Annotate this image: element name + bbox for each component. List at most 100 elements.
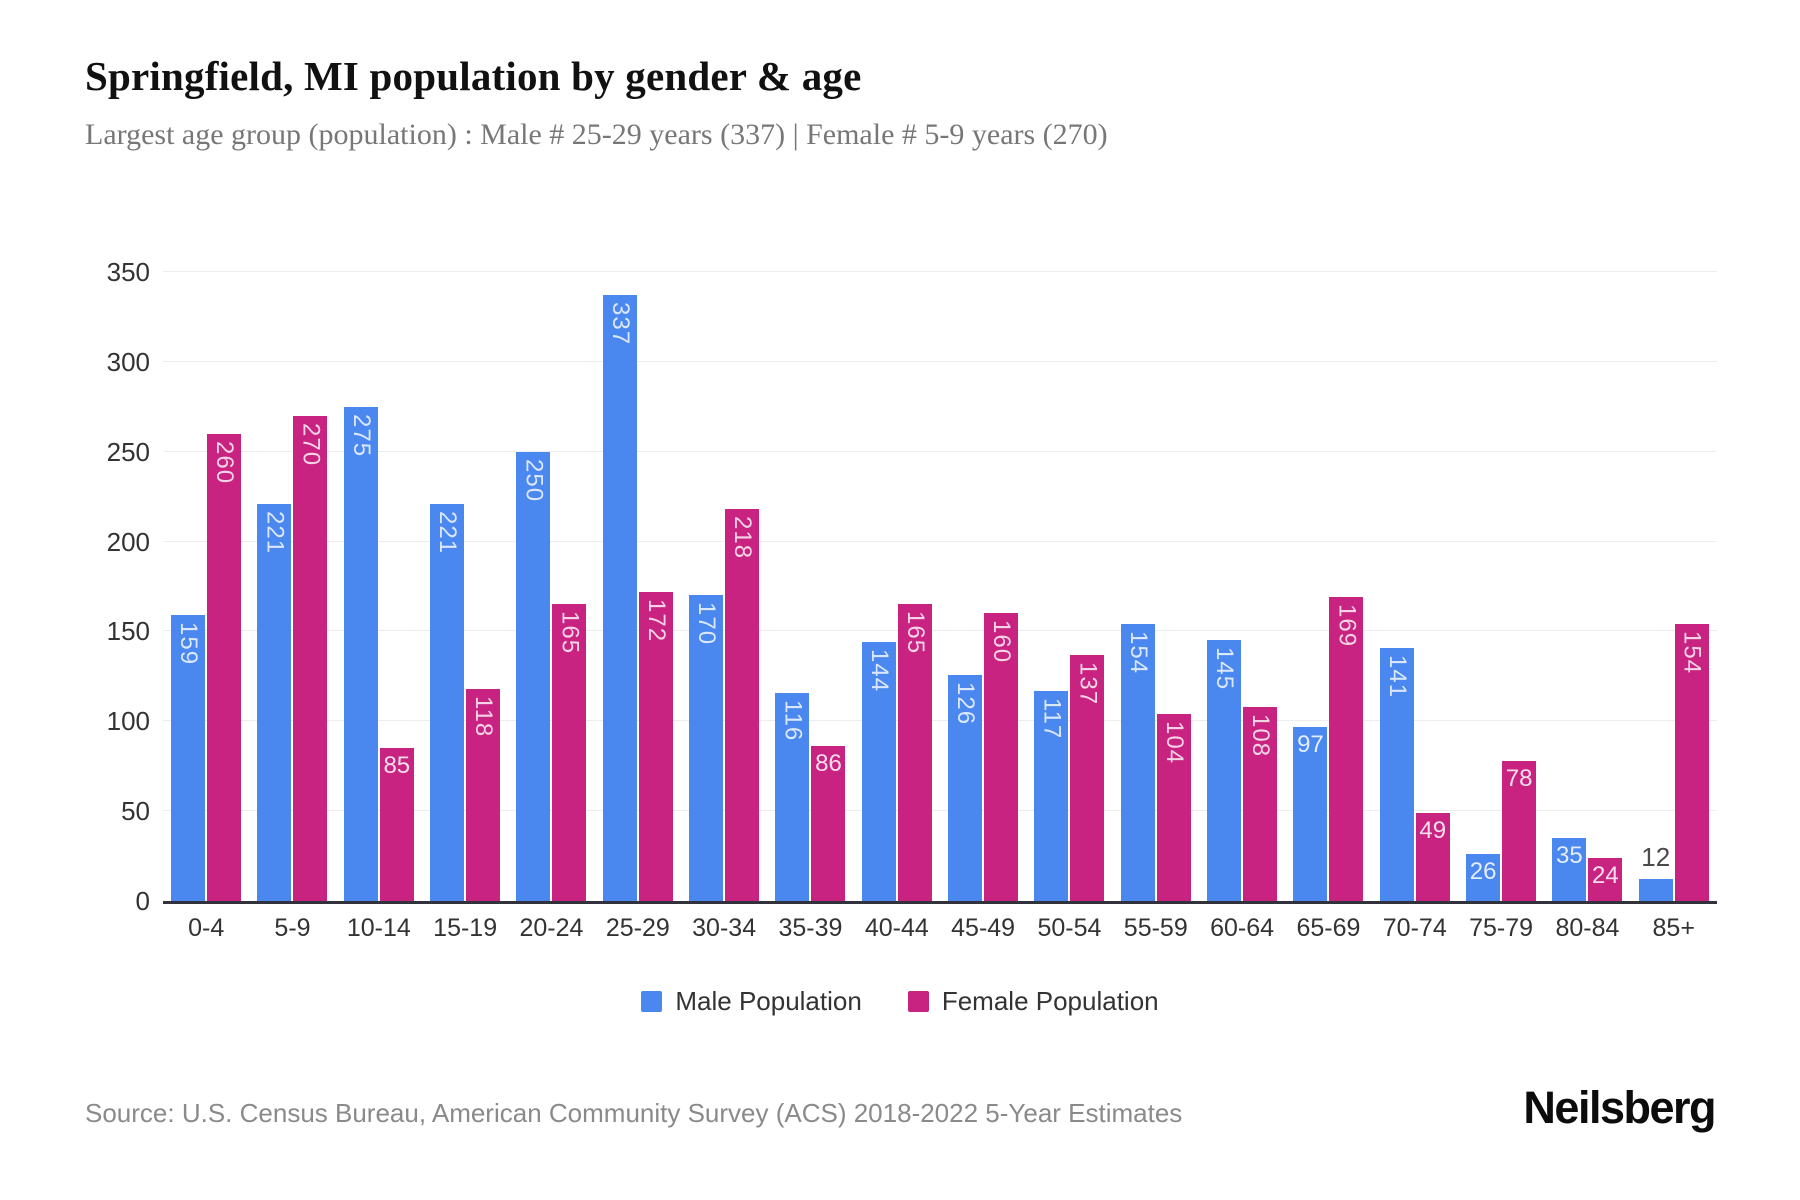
bar-value-label: 137 [1074,662,1102,706]
bar-female-35-39[interactable]: 86 [811,746,846,901]
bar-value-label: 116 [779,700,807,742]
bar-group-50-54: 117 137 [1026,240,1112,901]
bar-value-label: 24 [1592,862,1619,889]
bar-male-85+[interactable]: 12 [1638,842,1673,901]
x-tick-label-80-84: 80-84 [1555,914,1620,942]
gridline-100 [163,720,1717,721]
bar-female-5-9[interactable]: 270 [293,416,328,901]
bar-group-35-39: 116 86 [767,240,853,901]
y-tick-label-100: 100 [106,706,150,736]
gridline-250 [163,451,1717,452]
female-swatch-icon [907,991,929,1012]
bar-value-label: 49 [1419,817,1447,844]
bar-male-65-69[interactable]: 97 [1293,727,1328,901]
x-tick-label-45-49: 45-49 [951,914,1016,942]
bar-female-40-44[interactable]: 165 [897,604,932,901]
bar-value-label: 260 [211,441,239,485]
bar-value-label: 85 [383,752,411,779]
bar-male-80-84[interactable]: 35 [1552,838,1587,901]
bar-female-30-34[interactable]: 218 [725,509,760,901]
bar-group-85+: 12 154 [1631,240,1717,901]
x-tick-label-60-64: 60-64 [1210,914,1275,942]
bar-female-60-64[interactable]: 108 [1243,707,1278,901]
x-tick-label-55-59: 55-59 [1123,914,1188,942]
legend-item-male[interactable]: Male Population [641,986,862,1017]
bar-value-label: 104 [1160,721,1188,765]
y-tick-label-0: 0 [135,886,150,916]
bar-group-45-49: 126 160 [940,240,1026,901]
x-tick-label-5-9: 5-9 [274,914,311,942]
bar-female-85+[interactable]: 154 [1674,624,1709,901]
bar-value-label: 97 [1297,731,1324,758]
bar-male-60-64[interactable]: 145 [1207,640,1242,901]
gridline-150 [163,630,1717,631]
bar-male-75-79[interactable]: 26 [1466,854,1501,901]
bar-female-0-4[interactable]: 260 [207,434,242,901]
legend-item-female[interactable]: Female Population [907,986,1159,1017]
bar-value-label: 159 [175,622,203,666]
bar-value-label: 221 [434,511,462,555]
bar-value-label: 275 [347,414,375,458]
bar-value-label: 145 [1211,647,1239,691]
bar-value-label: 218 [729,516,757,560]
bar-male-55-59[interactable]: 154 [1120,624,1155,901]
bar-group-25-29: 337 172 [595,240,681,901]
bar-value-label: 86 [815,750,842,777]
bar-value-label: 165 [901,611,929,655]
bar-value-label: 35 [1556,842,1583,869]
bar-group-30-34: 170 218 [681,240,767,901]
bar-female-70-74[interactable]: 49 [1415,813,1450,901]
bar-value-label: 141 [1383,655,1411,699]
bar-female-80-84[interactable]: 24 [1588,858,1623,901]
bar-male-45-49[interactable]: 126 [948,675,983,901]
male-swatch-icon [641,991,663,1012]
bar-value-label: 165 [556,611,584,655]
bar-male-20-24[interactable]: 250 [516,452,551,901]
bar-male-10-14[interactable]: 275 [343,407,378,901]
x-tick-label-0-4: 0-4 [188,914,225,942]
bar-value-label: 337 [606,302,634,346]
bar-group-0-4: 159 260 [163,240,249,901]
y-tick-label-250: 250 [106,437,150,467]
chart-subtitle: Largest age group (population) : Male # … [85,118,1108,151]
bar-value-label: 154 [1124,631,1152,675]
bar-male-50-54[interactable]: 117 [1034,691,1069,901]
x-tick-label-75-79: 75-79 [1469,914,1534,942]
neilsberg-logo: Neilsberg [1523,1082,1716,1133]
bar-male-0-4[interactable]: 159 [171,615,206,901]
y-tick-label-150: 150 [106,616,150,646]
bar-value-label: 26 [1469,858,1497,885]
bar-male-35-39[interactable]: 116 [775,693,810,901]
bar-value-label: 172 [642,599,670,643]
bar-female-10-14[interactable]: 85 [379,748,414,901]
bar-group-55-59: 154 104 [1113,240,1199,901]
bar-male-70-74[interactable]: 141 [1379,648,1414,901]
bar-male-40-44[interactable]: 144 [861,642,896,901]
x-tick-label-35-39: 35-39 [778,914,843,942]
bar-female-55-59[interactable]: 104 [1156,714,1191,901]
bar-female-65-69[interactable]: 169 [1329,597,1364,901]
bar-male-15-19[interactable]: 221 [430,504,465,901]
bar-value-label: 270 [297,423,325,467]
bar-female-20-24[interactable]: 165 [552,604,587,901]
bar-value-label: 117 [1038,698,1066,740]
bar-female-45-49[interactable]: 160 [984,613,1019,901]
bar-male-25-29[interactable]: 337 [602,295,637,901]
bar-value-label: 108 [1247,714,1275,758]
bar-female-50-54[interactable]: 137 [1070,655,1105,901]
bar-male-5-9[interactable]: 221 [257,504,292,901]
x-tick-label-25-29: 25-29 [605,914,670,942]
bar-female-15-19[interactable]: 118 [466,689,501,901]
legend-label-female: Female Population [941,986,1159,1016]
gridline-350 [163,271,1717,272]
bar-male-30-34[interactable]: 170 [689,595,724,901]
bar-group-10-14: 275 85 [336,240,422,901]
bar-group-20-24: 250 165 [508,240,594,901]
bar-female-75-79[interactable]: 78 [1502,761,1537,901]
bar-female-25-29[interactable]: 172 [638,592,673,901]
x-tick-label-65-69: 65-69 [1296,914,1361,942]
x-tick-label-40-44: 40-44 [864,914,929,942]
y-tick-label-300: 300 [106,347,150,377]
chart-title: Springfield, MI population by gender & a… [85,53,862,99]
y-axis: 0 50 100 150 200 250 300 350 [60,240,150,914]
